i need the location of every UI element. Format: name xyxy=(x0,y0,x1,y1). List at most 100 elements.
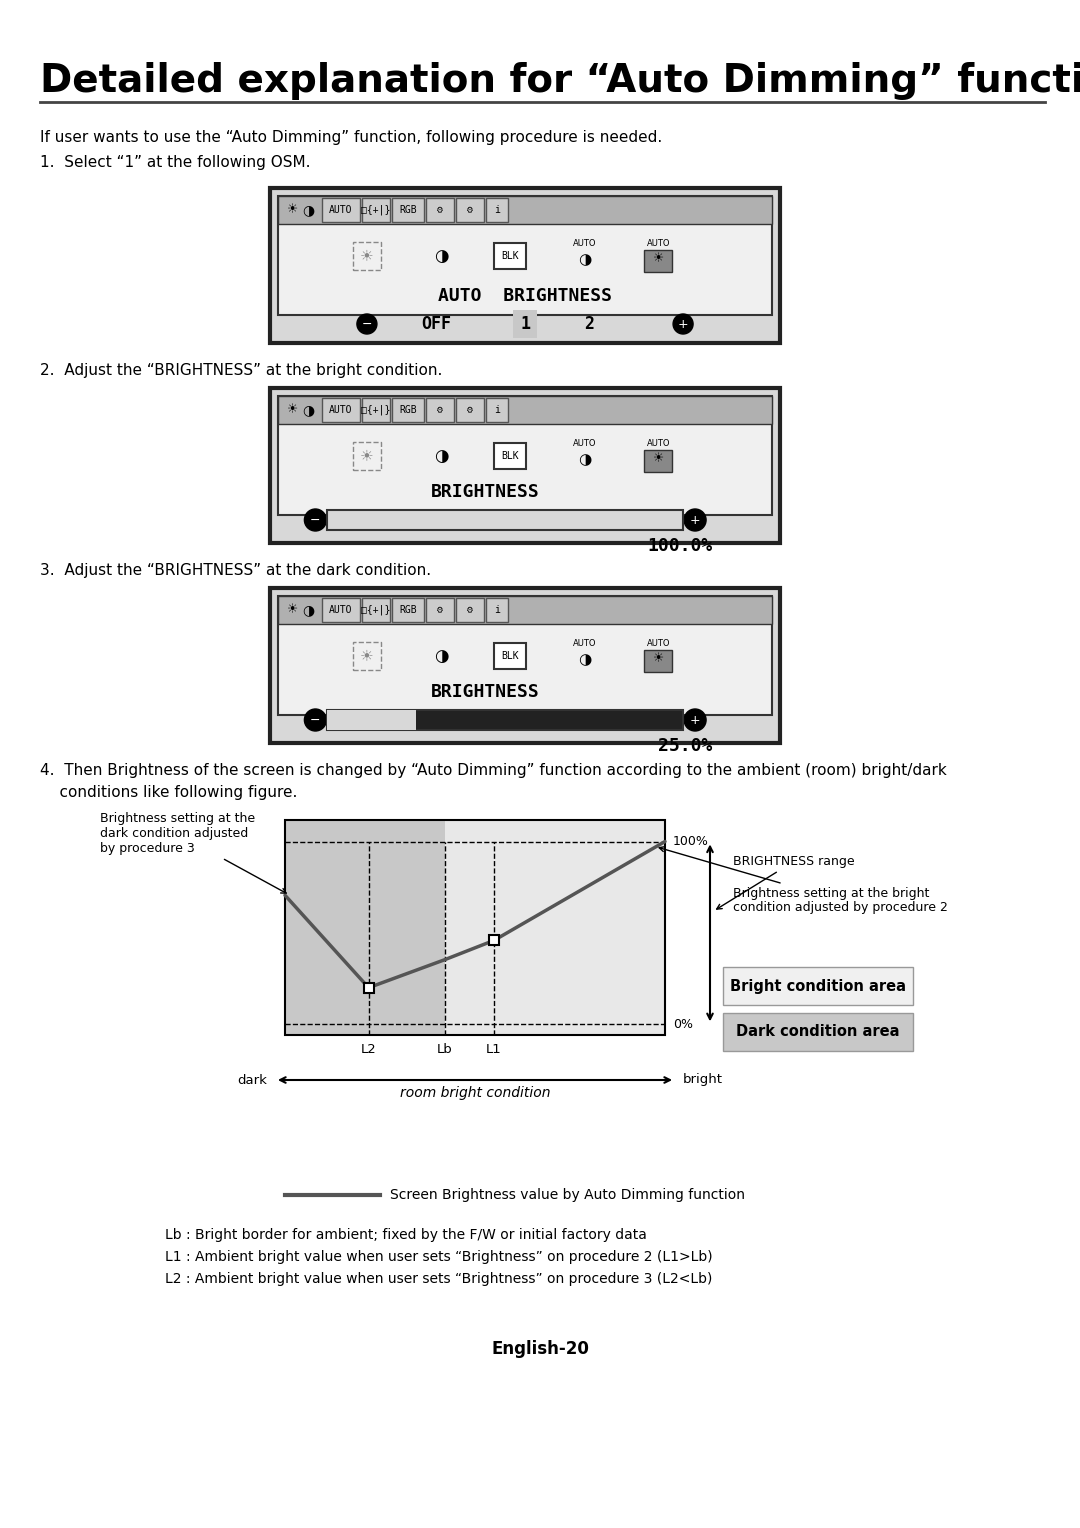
Text: ⚙: ⚙ xyxy=(437,605,443,614)
Text: 100.0%: 100.0% xyxy=(648,536,713,555)
Bar xyxy=(322,397,360,422)
Circle shape xyxy=(684,709,706,730)
Bar xyxy=(278,396,772,423)
Circle shape xyxy=(673,313,693,335)
Text: ☀: ☀ xyxy=(360,648,374,663)
Text: ◑: ◑ xyxy=(578,652,591,668)
Text: AUTO: AUTO xyxy=(329,605,353,614)
Bar xyxy=(353,642,381,669)
Text: ☀: ☀ xyxy=(360,249,374,263)
Text: ⚙: ⚙ xyxy=(467,405,473,416)
Text: −: − xyxy=(310,513,321,527)
Text: ☀: ☀ xyxy=(652,252,664,266)
Text: RGB: RGB xyxy=(400,605,417,614)
Bar xyxy=(327,510,683,530)
Text: −: − xyxy=(310,714,321,726)
Text: 25.0%: 25.0% xyxy=(659,736,713,755)
Bar xyxy=(362,597,390,622)
Text: ⚙: ⚙ xyxy=(467,205,473,215)
Bar xyxy=(322,199,360,222)
Text: ☀: ☀ xyxy=(360,449,374,463)
Text: AUTO: AUTO xyxy=(647,240,670,249)
Text: Screen Brightness value by Auto Dimming function: Screen Brightness value by Auto Dimming … xyxy=(390,1187,745,1203)
Bar xyxy=(645,251,673,272)
Text: Brightness setting at the bright
condition adjusted by procedure 2: Brightness setting at the bright conditi… xyxy=(659,847,948,914)
Bar xyxy=(278,596,772,623)
Bar xyxy=(364,983,374,993)
Text: L2 : Ambient bright value when user sets “Brightness” on procedure 3 (L2<Lb): L2 : Ambient bright value when user sets… xyxy=(165,1271,713,1287)
Text: Dark condition area: Dark condition area xyxy=(737,1024,900,1039)
Text: ◑: ◑ xyxy=(302,403,314,417)
Text: ☀: ☀ xyxy=(652,652,664,666)
Text: BLK: BLK xyxy=(501,451,519,461)
Text: ☀: ☀ xyxy=(652,452,664,466)
Bar xyxy=(723,1013,913,1051)
Text: RGB: RGB xyxy=(400,405,417,416)
Bar xyxy=(270,388,780,542)
Text: +: + xyxy=(690,513,701,527)
Text: Detailed explanation for “Auto Dimming” function: Detailed explanation for “Auto Dimming” … xyxy=(40,63,1080,99)
Text: 1: 1 xyxy=(519,315,530,333)
Text: bright: bright xyxy=(683,1074,723,1086)
Text: ◑: ◑ xyxy=(302,604,314,617)
Bar xyxy=(426,397,454,422)
Text: OFF: OFF xyxy=(421,315,451,333)
Text: ☀: ☀ xyxy=(287,203,299,217)
Text: AUTO: AUTO xyxy=(572,240,596,249)
Bar xyxy=(392,597,424,622)
Text: □{+|}: □{+|} xyxy=(362,205,391,215)
Bar xyxy=(645,451,673,472)
Bar xyxy=(353,241,381,270)
Text: L1: L1 xyxy=(486,1044,502,1056)
Bar xyxy=(327,711,416,730)
Text: L2: L2 xyxy=(361,1044,377,1056)
Bar xyxy=(723,967,913,1005)
Text: ☀: ☀ xyxy=(287,403,299,417)
Bar xyxy=(362,397,390,422)
Text: 0%: 0% xyxy=(673,1018,693,1031)
Text: □{+|}: □{+|} xyxy=(362,605,391,616)
Text: room bright condition: room bright condition xyxy=(400,1086,550,1100)
Text: ◑: ◑ xyxy=(578,452,591,468)
Bar xyxy=(362,199,390,222)
Bar xyxy=(278,596,772,715)
Bar xyxy=(486,597,508,622)
Bar xyxy=(270,588,780,743)
Bar xyxy=(392,397,424,422)
Circle shape xyxy=(305,509,326,532)
Text: i: i xyxy=(494,405,500,416)
Bar xyxy=(270,188,780,342)
Text: AUTO: AUTO xyxy=(572,440,596,449)
Text: +: + xyxy=(690,714,701,726)
Text: BRIGHTNESS: BRIGHTNESS xyxy=(431,683,540,701)
Bar xyxy=(426,597,454,622)
Text: ◑: ◑ xyxy=(578,252,591,267)
Text: □{+|}: □{+|} xyxy=(362,405,391,416)
Text: AUTO: AUTO xyxy=(647,640,670,648)
Text: ◑: ◑ xyxy=(434,248,448,264)
Text: ⚙: ⚙ xyxy=(437,205,443,215)
Bar xyxy=(486,199,508,222)
Bar xyxy=(322,597,360,622)
Bar xyxy=(278,196,772,225)
Text: Bright condition area: Bright condition area xyxy=(730,978,906,993)
Text: L1 : Ambient bright value when user sets “Brightness” on procedure 2 (L1>Lb): L1 : Ambient bright value when user sets… xyxy=(165,1250,713,1264)
Text: 2: 2 xyxy=(584,315,594,333)
Text: ◑: ◑ xyxy=(434,646,448,665)
Bar xyxy=(456,597,484,622)
Bar xyxy=(426,199,454,222)
Text: AUTO: AUTO xyxy=(647,440,670,449)
Bar xyxy=(285,821,665,1034)
Text: AUTO: AUTO xyxy=(329,405,353,416)
Text: −: − xyxy=(362,318,373,330)
Text: English-20: English-20 xyxy=(491,1340,589,1358)
Bar xyxy=(513,310,537,338)
Bar xyxy=(278,396,772,515)
Text: +: + xyxy=(678,318,688,330)
Text: conditions like following figure.: conditions like following figure. xyxy=(40,785,297,801)
Text: Lb : Bright border for ambient; fixed by the F/W or initial factory data: Lb : Bright border for ambient; fixed by… xyxy=(165,1229,647,1242)
Text: BLK: BLK xyxy=(501,251,519,261)
Text: i: i xyxy=(494,205,500,215)
Bar xyxy=(495,443,526,469)
Text: ⚙: ⚙ xyxy=(437,405,443,416)
